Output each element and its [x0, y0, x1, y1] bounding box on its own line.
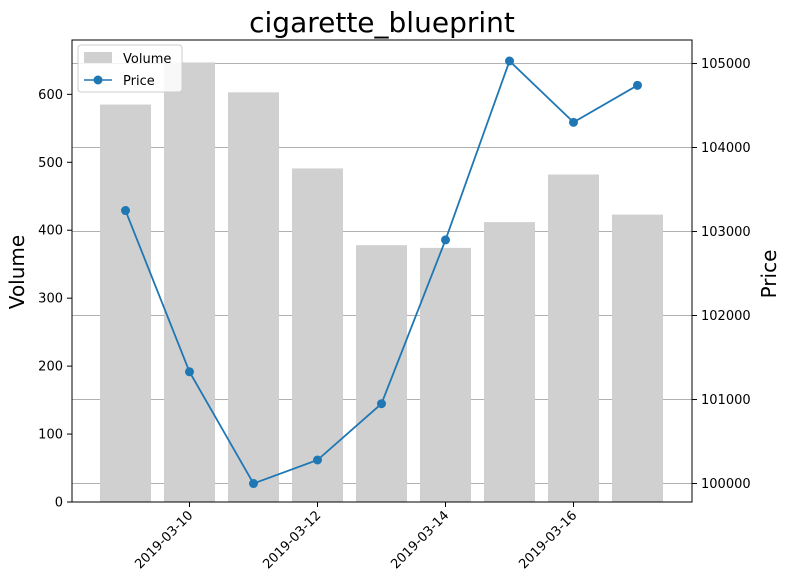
y-tick-right-label: 103000 — [701, 225, 751, 240]
price-marker — [569, 117, 578, 127]
y-tick-right-label: 104000 — [701, 141, 751, 156]
volume-bars — [100, 62, 663, 503]
y-tick-left-label: 200 — [38, 360, 63, 375]
volume-bar — [356, 245, 407, 502]
y-tick-left-label: 100 — [38, 428, 63, 443]
y-tick-left-label: 300 — [38, 292, 63, 307]
plot-frame — [71, 39, 693, 503]
y-tick-right-label: 105000 — [701, 57, 751, 72]
volume-bar — [228, 92, 279, 503]
volume-bar — [292, 168, 343, 503]
y-tick-right-label: 101000 — [701, 393, 751, 408]
price-marker — [249, 479, 258, 489]
legend-volume-swatch — [84, 52, 112, 63]
price-marker — [505, 56, 514, 66]
y-tick-left-label: 600 — [38, 88, 63, 103]
y-tick-left-label: 500 — [38, 156, 63, 171]
volume-bar — [420, 247, 471, 502]
price-line — [121, 56, 642, 489]
y-tick-right-label: 100000 — [701, 477, 751, 492]
y-tick-right-label: 102000 — [701, 309, 751, 324]
y-tick-left-label: 400 — [38, 224, 63, 239]
volume-bar — [484, 222, 535, 503]
volume-bar — [612, 214, 663, 502]
y-tick-left-label: 0 — [55, 496, 63, 511]
price-marker — [121, 206, 130, 216]
legend: Volume Price — [77, 44, 183, 93]
legend-price-swatch-marker — [93, 75, 103, 85]
legend-price-label: Price — [123, 74, 155, 89]
volume-bar — [100, 104, 151, 502]
legend-volume-label: Volume — [123, 52, 171, 67]
price-marker — [633, 80, 642, 90]
y-axis-label-right: Price — [757, 250, 781, 299]
y-axis-label-left: Volume — [5, 235, 29, 309]
price-marker — [185, 367, 194, 377]
price-marker — [313, 455, 322, 465]
volume-bar — [548, 174, 599, 502]
chart-title: cigarette_blueprint — [249, 6, 515, 39]
price-marker — [441, 235, 450, 245]
volume-bar — [164, 62, 215, 502]
price-marker — [377, 399, 386, 409]
